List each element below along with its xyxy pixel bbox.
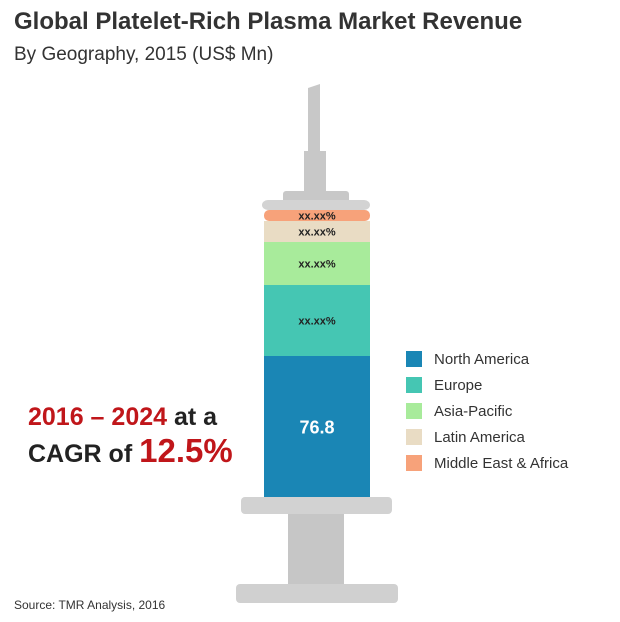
legend: North America Europe Asia-Pacific Latin Ame… [406, 346, 568, 476]
legend-swatch [406, 403, 422, 419]
legend-label: Latin America [434, 428, 525, 446]
legend-swatch [406, 351, 422, 367]
data-label-latin-america: xx.xx% [298, 227, 336, 239]
legend-item: Latin America [406, 424, 568, 450]
data-label-asia-pacific: xx.xx% [298, 259, 336, 271]
legend-swatch [406, 377, 422, 393]
bar-segments: 76.8 xx.xx% xx.xx% xx.xx% xx.xx% [264, 210, 370, 497]
syringe-flange [241, 497, 392, 514]
data-label-north-america: 76.8 [299, 418, 334, 438]
legend-label: North America [434, 350, 530, 368]
legend-item: Europe [406, 372, 568, 398]
data-label-middle-east-africa: xx.xx% [298, 211, 336, 223]
syringe-barrel-shoulder [262, 200, 370, 210]
cagr-at-a: at a [173, 403, 218, 431]
legend-label: Europe [434, 376, 483, 394]
cagr-of: CAGR of [28, 440, 133, 468]
syringe-plunger-cap [236, 584, 398, 603]
syringe-needle [308, 84, 320, 153]
legend-item: North America [406, 346, 568, 372]
segment-europe [264, 285, 370, 356]
segment-north-america [264, 356, 370, 497]
legend-item: Middle East & Africa [406, 450, 568, 476]
legend-label: Asia-Pacific [434, 402, 513, 420]
legend-item: Asia-Pacific [406, 398, 568, 424]
segment-asia-pacific [264, 242, 370, 285]
cagr-years: 2016 – 2024 [28, 403, 168, 431]
segment-latin-america [264, 221, 370, 242]
legend-swatch [406, 429, 422, 445]
syringe-hub [304, 151, 326, 193]
chart-subtitle: By Geography, 2015 (US$ Mn) [14, 44, 274, 65]
cagr-callout: 2016 – 2024 at a CAGR of 12.5% [28, 400, 233, 471]
legend-label: Middle East & Africa [434, 454, 569, 472]
segment-middle-east-africa [264, 210, 370, 221]
chart-title: Global Platelet-Rich Plasma Market Reven… [14, 8, 523, 35]
cagr-rate: 12.5% [139, 432, 233, 469]
legend-swatch [406, 455, 422, 471]
syringe-plunger-rod [288, 514, 344, 584]
source-note: Source: TMR Analysis, 2016 [14, 598, 166, 612]
data-label-europe: xx.xx% [298, 316, 336, 328]
